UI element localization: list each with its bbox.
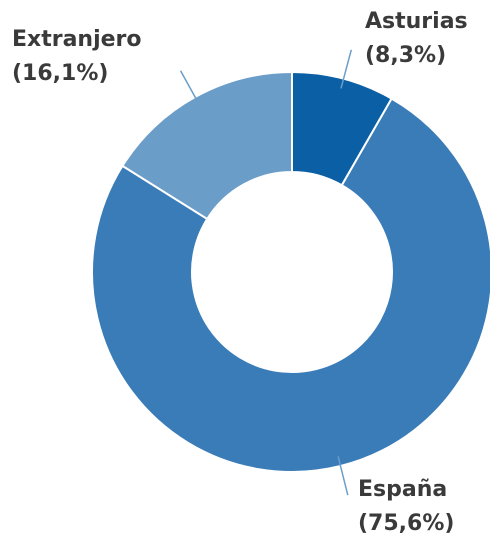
slice-label: Extranjero	[12, 27, 142, 52]
leader-line	[340, 49, 353, 89]
donut-slice	[121, 70, 293, 221]
donut-slice	[91, 97, 490, 473]
slice-value-label: (8,3%)	[365, 43, 446, 68]
leader-line	[337, 456, 349, 496]
leader-line	[179, 70, 201, 107]
slice-label: España	[358, 477, 447, 502]
slice-value-label: (75,6%)	[358, 511, 454, 536]
slice-value-label: (16,1%)	[12, 61, 108, 86]
slice-label: Asturias	[365, 9, 468, 34]
